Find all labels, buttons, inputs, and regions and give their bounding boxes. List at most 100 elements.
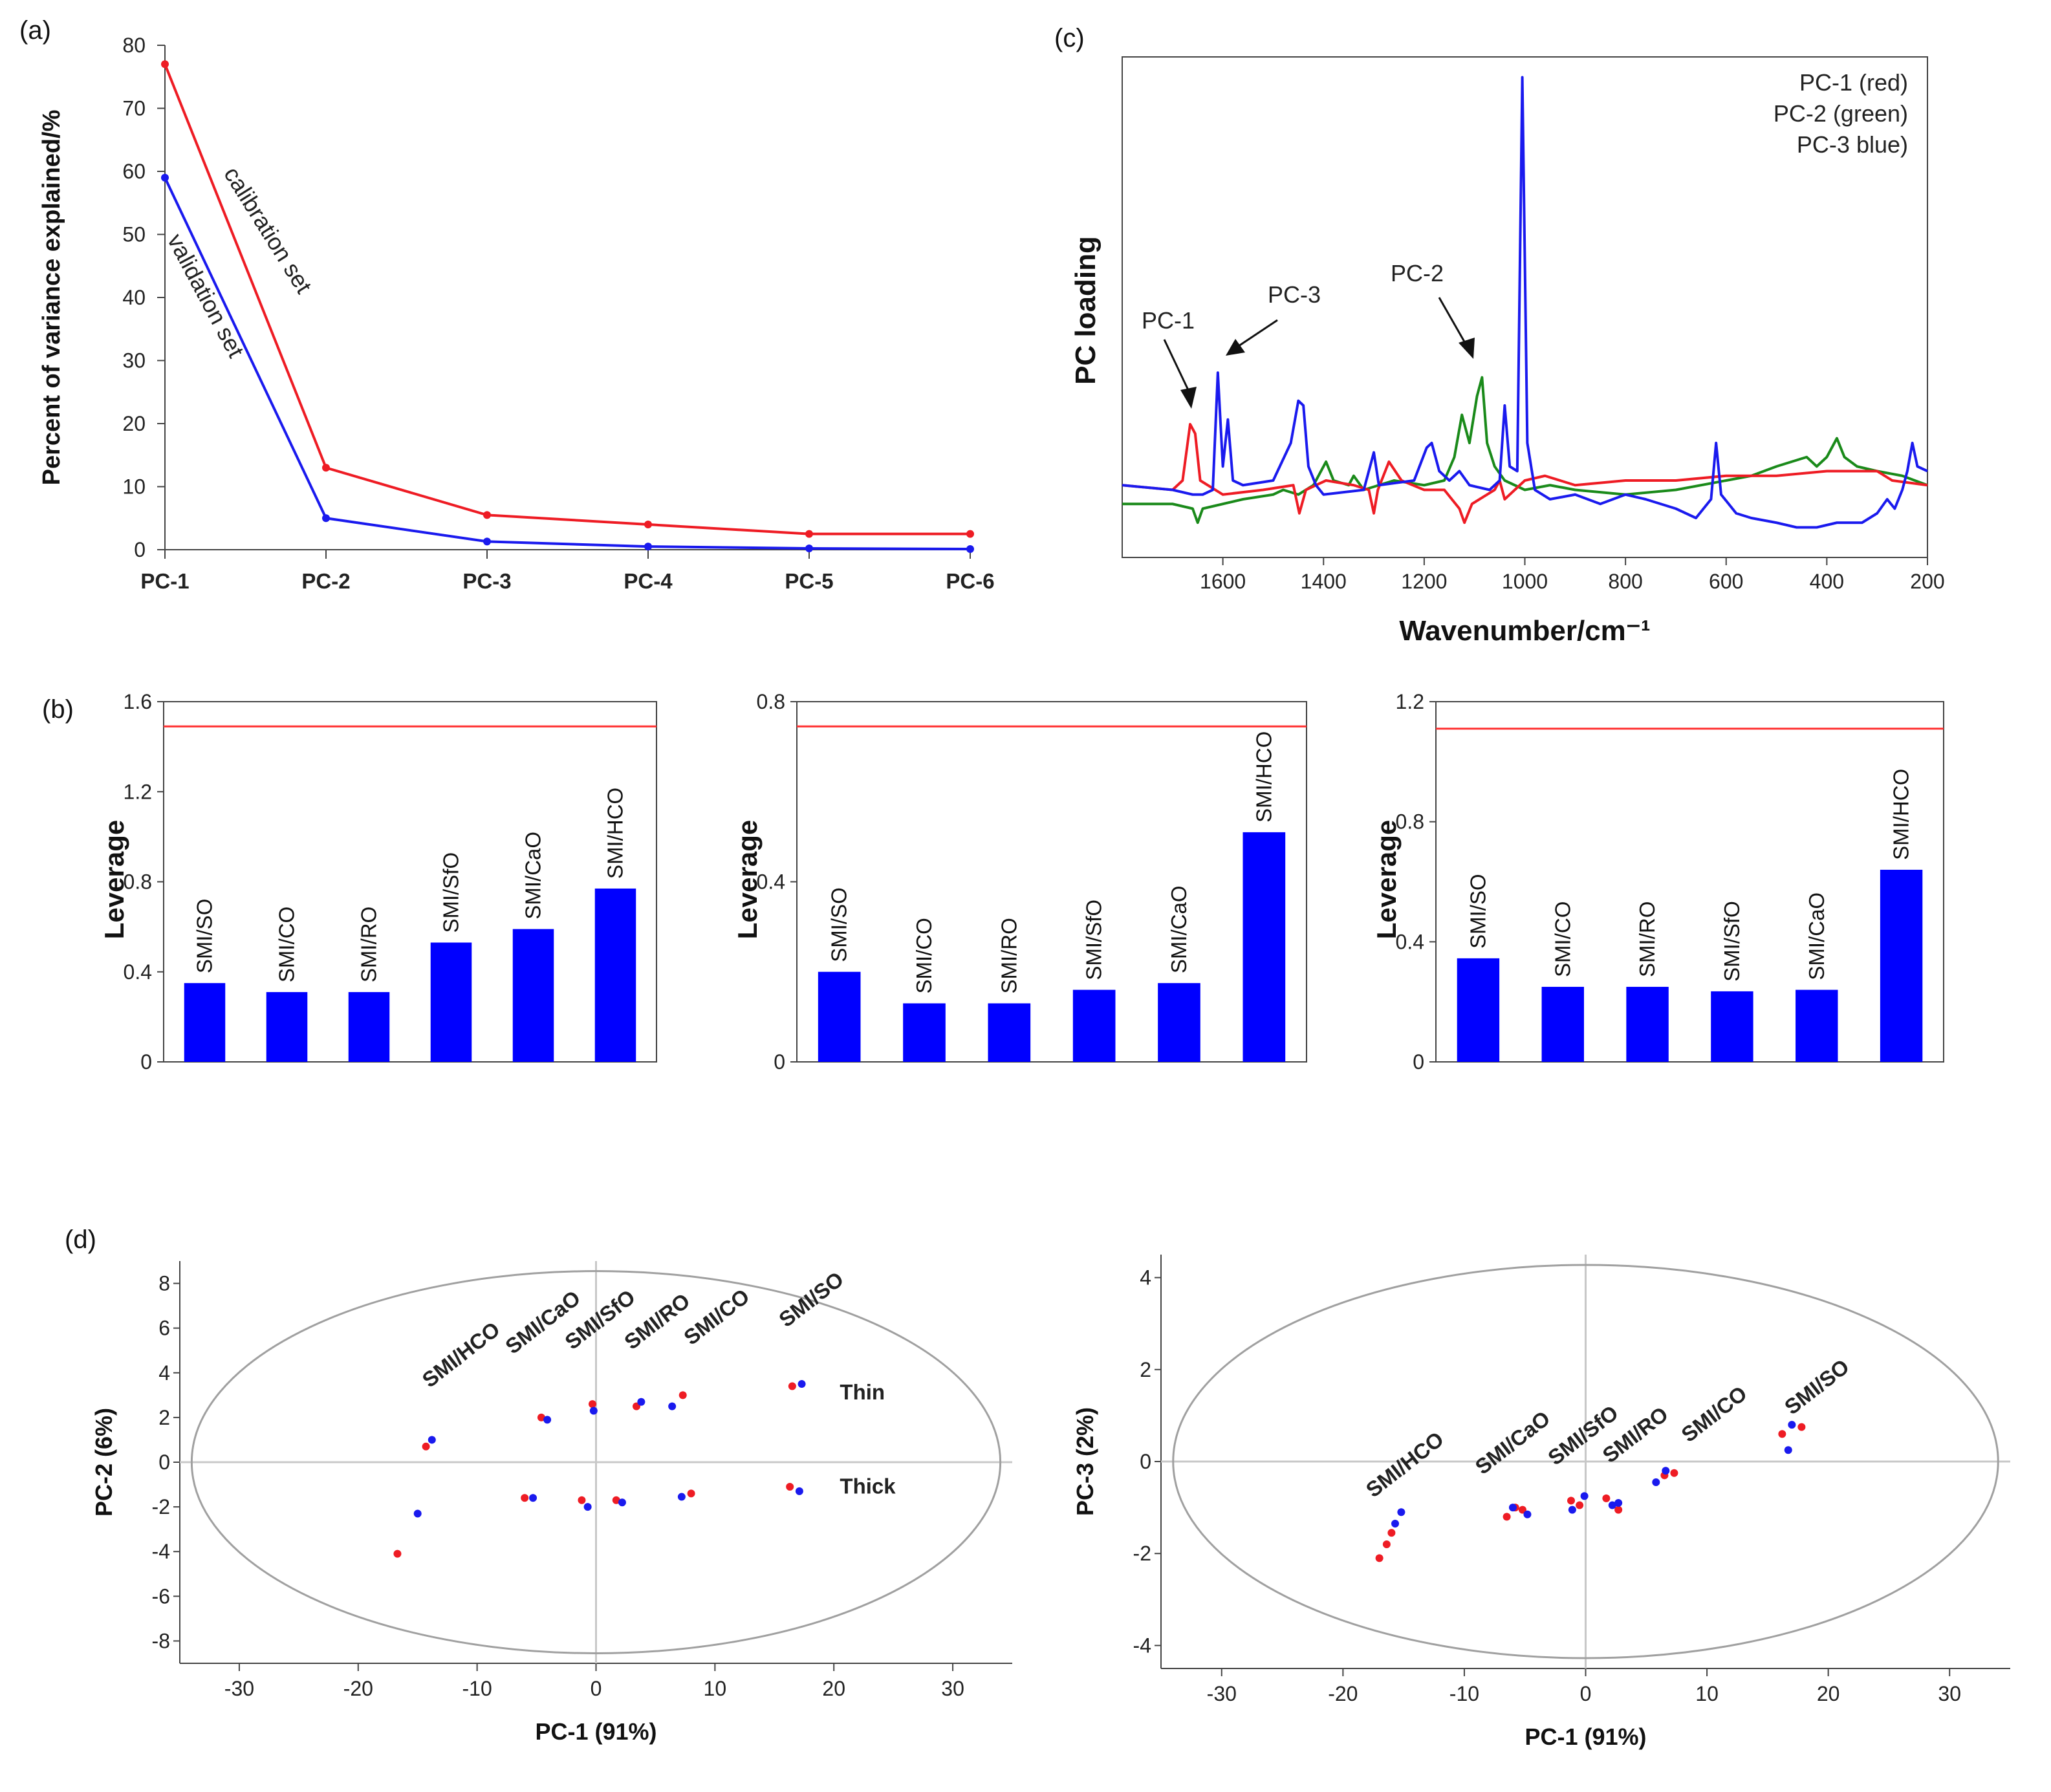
tick-label-a-y: 40 [122, 286, 146, 309]
bar-smi-co [903, 1003, 946, 1062]
bar-smi-co [266, 992, 308, 1062]
panel-label-c: (c) [1054, 24, 1085, 52]
bar-smi-so [818, 971, 861, 1062]
tick-label-a-y: 60 [122, 160, 146, 183]
bar-label: SMI/RO [357, 907, 381, 982]
group-label: SMI/CO [1677, 1381, 1751, 1447]
group-label: SMI/HCO [418, 1317, 505, 1392]
bar-smi-ro [348, 992, 390, 1062]
y-axis-label-b3: Leverage [1371, 820, 1402, 939]
group-label: SMI/CO [679, 1284, 754, 1349]
tick-label-d1-y: -6 [152, 1584, 170, 1608]
tick-label-d1-y: 0 [158, 1451, 170, 1474]
data-point-blue [483, 537, 491, 546]
score-point-red [1375, 1554, 1384, 1562]
region-label: Thin [840, 1380, 885, 1404]
tick-label-d1-x: -10 [462, 1677, 492, 1700]
legend-entry-c: PC-1 (red) [1799, 69, 1908, 96]
bar-label: SMI/HCO [1889, 769, 1913, 860]
group-label: SMI/HCO [1362, 1427, 1448, 1502]
series-label-validation: validation set [162, 230, 250, 362]
bar-label: SMI/CaO [1805, 892, 1829, 980]
x-axis-label-d1: PC-1 (91%) [535, 1718, 657, 1745]
score-point-blue [589, 1407, 598, 1415]
tick-label-b2-y: 0.4 [757, 870, 785, 894]
annotation-arrowhead-pc1 [1180, 387, 1197, 409]
annotation-arrow-pc1 [1163, 339, 1190, 392]
tick-label-b2-y: 0.8 [757, 690, 785, 713]
score-point-blue [1580, 1492, 1589, 1500]
tick-label-b3-y: 1.2 [1396, 690, 1424, 713]
annotation-arrow-pc3 [1238, 319, 1278, 347]
bar-smi-hco [1243, 832, 1286, 1062]
data-point-blue [805, 545, 813, 553]
score-point-blue [1608, 1501, 1616, 1509]
plot-frame-b3 [1435, 701, 1944, 1063]
score-point-red [1518, 1506, 1526, 1514]
tick-label-d1-x: 10 [704, 1677, 727, 1700]
tick-label-d2-y: -2 [1133, 1542, 1151, 1565]
tick-label-d2-y: 0 [1140, 1450, 1151, 1473]
category-label-a: PC-1 [140, 569, 189, 593]
bar-smi-so [1457, 958, 1500, 1062]
data-point-blue [161, 173, 169, 182]
tick-label-b3-y: 0.8 [1396, 810, 1424, 834]
score-point-blue [1523, 1510, 1532, 1518]
tick-label-b1-y: 1.2 [124, 780, 152, 803]
y-axis-label-b2: Leverage [732, 820, 763, 939]
score-point-blue [428, 1436, 436, 1444]
tick-label-a-y: 30 [122, 349, 146, 372]
chart-b3-leverage: 0 0.4 0.8 1.2 Leverage SMI/SO SMI/CO SMI/RO SMI/… [1371, 690, 1944, 1074]
score-point-blue [668, 1402, 677, 1410]
score-point-red [588, 1400, 596, 1409]
tick-label-c-x: 400 [1810, 570, 1844, 593]
tick-label-d1-x: -20 [343, 1677, 373, 1700]
y-axis-label-d2: PC-3 (2%) [1072, 1407, 1098, 1516]
score-point-red [1778, 1430, 1786, 1438]
bar-smi-hco [594, 888, 636, 1062]
tick-label-d2-y: 4 [1140, 1266, 1151, 1290]
tick-label-b3-y: 0.4 [1396, 930, 1424, 953]
score-point-red [1602, 1494, 1611, 1502]
annotation-pc3: PC-3 [1268, 281, 1321, 308]
tick-label-d1-y: 8 [158, 1272, 170, 1295]
score-point-blue [1568, 1506, 1576, 1514]
bar-label: SMI/SO [1466, 874, 1490, 949]
category-label-a: PC-6 [946, 569, 994, 593]
x-axis-label-d2: PC-1 (91%) [1525, 1723, 1646, 1750]
tick-label-d2-y: -4 [1133, 1634, 1151, 1657]
group-label: SMI/SO [1780, 1354, 1854, 1419]
bar-label: SMI/CO [912, 918, 936, 993]
score-point-red [1670, 1469, 1678, 1477]
bar-label: SMI/SfO [1720, 901, 1744, 982]
annotation-arrowhead-pc3 [1226, 339, 1245, 356]
chart-c-pc-loading: 1600 1400 1200 1000 800 600 400 200 Wavenumber/c… [1070, 56, 1945, 647]
panel-label-a: (a) [19, 16, 51, 45]
tick-label-d1-y: 2 [158, 1406, 170, 1429]
score-point-red [1797, 1423, 1806, 1431]
tick-label-d2-x: 0 [1580, 1682, 1592, 1705]
score-point-red [521, 1494, 529, 1502]
bar-label: SMI/CaO [521, 832, 545, 920]
score-point-blue [618, 1498, 626, 1507]
tick-label-d2-x: -30 [1207, 1682, 1237, 1705]
score-point-blue [543, 1416, 552, 1424]
tick-label-b1-y: 1.6 [124, 690, 152, 713]
legend-entry-c: PC-3 blue) [1797, 131, 1908, 158]
loading-line-pc-2 [1122, 376, 1928, 524]
y-axis-label-d1: PC-2 (6%) [91, 1408, 117, 1517]
tick-label-d1-y: 4 [158, 1361, 170, 1385]
bar-smi-ro [988, 1003, 1031, 1062]
bar-label: SMI/CaO [1167, 885, 1191, 973]
score-point-red [788, 1382, 796, 1390]
bar-label: SMI/RO [1635, 901, 1659, 977]
tick-label-d1-y: 6 [158, 1317, 170, 1340]
chart-b2-leverage: 0 0.4 0.8 Leverage SMI/SO SMI/CO SMI/RO SMI/SfO… [732, 690, 1307, 1074]
tick-label-d2-x: 30 [1938, 1682, 1961, 1705]
bar-smi-ro [1626, 986, 1669, 1062]
data-point-blue [644, 543, 652, 551]
bar-smi-cao [1158, 983, 1200, 1062]
